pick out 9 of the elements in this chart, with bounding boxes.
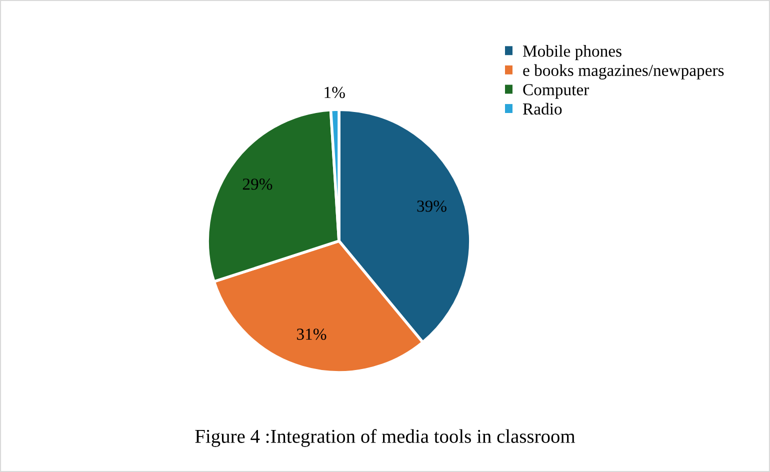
data-label: 1%	[324, 86, 345, 98]
data-label: 29%	[242, 178, 272, 190]
legend-label: Computer	[523, 84, 590, 99]
legend-label: Radio	[522, 102, 562, 115]
legend-label: Mobile phones	[522, 45, 622, 60]
data-label: 31%	[297, 328, 326, 340]
data-label: 39%	[417, 200, 446, 212]
text: Figure 4 :Integration of media tools in classroom	[195, 429, 576, 447]
legend-label: e books magazines/newpapers	[523, 64, 724, 80]
